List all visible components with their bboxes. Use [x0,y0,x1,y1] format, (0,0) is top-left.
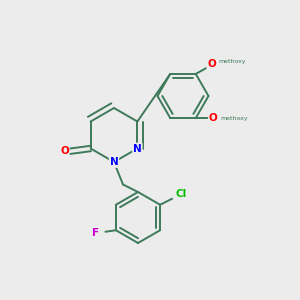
Text: Cl: Cl [176,189,187,199]
Text: O: O [209,113,218,123]
Text: N: N [110,157,118,167]
Text: O: O [207,59,216,69]
Text: O: O [60,146,69,157]
Text: F: F [92,228,99,238]
Text: methoxy: methoxy [219,59,247,64]
Text: N: N [133,143,142,154]
Text: methoxy: methoxy [220,116,248,121]
